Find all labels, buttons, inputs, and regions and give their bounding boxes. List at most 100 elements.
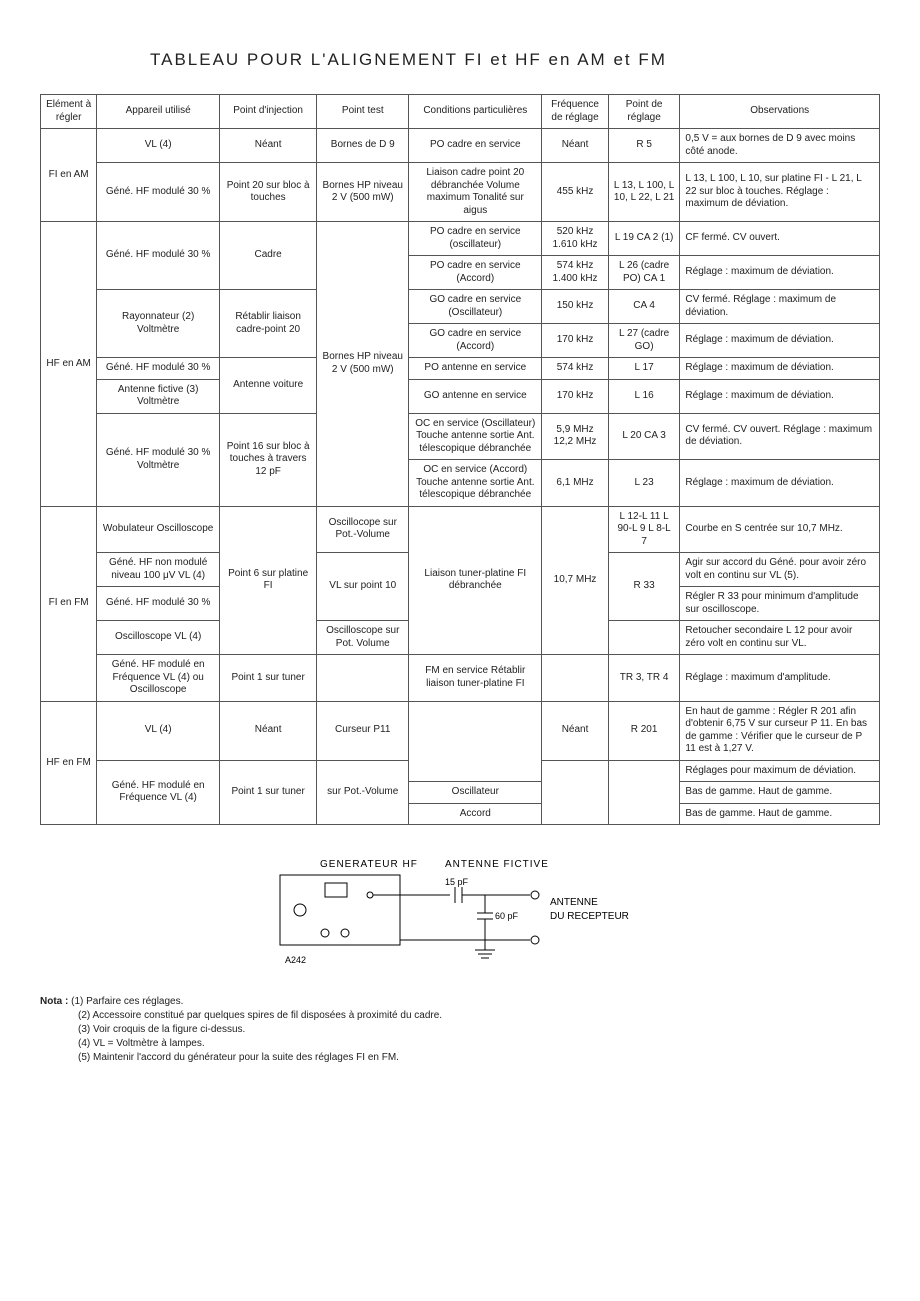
cell: Point 16 sur bloc à touches à travers 12… bbox=[220, 413, 317, 506]
cell-group: FI en FM bbox=[41, 506, 97, 701]
cell-obs: L 13, L 100, L 10, sur platine FI - L 21… bbox=[680, 163, 880, 222]
nota-label: Nota : bbox=[40, 996, 68, 1007]
nota-3: (3) Voir croquis de la figure ci-dessus. bbox=[78, 1023, 245, 1037]
cell bbox=[608, 760, 680, 825]
cell-obs: Réglage : maximum de déviation. bbox=[680, 324, 880, 358]
table-row: Géné. HF modulé 30 % Voltmètre Point 16 … bbox=[41, 413, 880, 460]
cell: L 23 bbox=[608, 460, 680, 507]
cell: Néant bbox=[542, 701, 609, 760]
cell: 170 kHz bbox=[542, 324, 609, 358]
cell: Curseur P11 bbox=[317, 701, 409, 760]
cell bbox=[542, 655, 609, 702]
table-row: Géné. HF modulé 30 % Point 20 sur bloc à… bbox=[41, 163, 880, 222]
cell: 150 kHz bbox=[542, 290, 609, 324]
table-row: Antenne fictive (3) Voltmètre GO antenne… bbox=[41, 379, 880, 413]
cell: L 26 (cadre PO) CA 1 bbox=[608, 256, 680, 290]
cell-obs: CF fermé. CV ouvert. bbox=[680, 222, 880, 256]
cell: 170 kHz bbox=[542, 379, 609, 413]
cell: Accord bbox=[409, 803, 542, 825]
cell: 5,9 MHz 12,2 MHz bbox=[542, 413, 609, 460]
cell: Point 6 sur platine FI bbox=[220, 506, 317, 655]
page: TABLEAU POUR L'ALIGNEMENT FI et HF en AM… bbox=[0, 0, 920, 1301]
label-gen: GENERATEUR HF bbox=[320, 859, 418, 870]
cell: TR 3, TR 4 bbox=[608, 655, 680, 702]
cell-obs: Bas de gamme. Haut de gamme. bbox=[680, 803, 880, 825]
cell-obs: Agir sur accord du Géné. pour avoir zéro… bbox=[680, 553, 880, 587]
cell-obs: Réglage : maximum de déviation. bbox=[680, 460, 880, 507]
cell: Oscillocope sur Pot.-Volume bbox=[317, 506, 409, 553]
cell: GO cadre en service (Oscillateur) bbox=[409, 290, 542, 324]
cell: VL (4) bbox=[97, 701, 220, 760]
col-injection: Point d'injection bbox=[220, 95, 317, 129]
cell: Géné. HF modulé 30 % bbox=[97, 358, 220, 380]
label-antfict: ANTENNE FICTIVE bbox=[445, 859, 549, 870]
cell: L 13, L 100, L 10, L 22, L 21 bbox=[608, 163, 680, 222]
nota-1: (1) Parfaire ces réglages. bbox=[71, 996, 183, 1007]
cell: R 201 bbox=[608, 701, 680, 760]
cell: 520 kHz 1.610 kHz bbox=[542, 222, 609, 256]
label-ref: A242 bbox=[285, 955, 306, 965]
table-row: HF en AM Géné. HF modulé 30 % Cadre Born… bbox=[41, 222, 880, 256]
cell bbox=[608, 621, 680, 655]
cell: Bornes HP niveau 2 V (500 mW) bbox=[317, 222, 409, 507]
cell-obs: Courbe en S centrée sur 10,7 MHz. bbox=[680, 506, 880, 553]
cell: sur Pot.-Volume bbox=[317, 760, 409, 825]
label-ant-1: ANTENNE bbox=[550, 897, 598, 908]
col-observations: Observations bbox=[680, 95, 880, 129]
cell bbox=[409, 701, 542, 782]
cell: L 19 CA 2 (1) bbox=[608, 222, 680, 256]
cell: FM en service Rétablir liaison tuner-pla… bbox=[409, 655, 542, 702]
cell: Néant bbox=[220, 129, 317, 163]
cell: Géné. HF modulé 30 % bbox=[97, 587, 220, 621]
cell: Oscilloscope VL (4) bbox=[97, 621, 220, 655]
col-conditions: Conditions particulières bbox=[409, 95, 542, 129]
cell: Géné. HF modulé 30 % Voltmètre bbox=[97, 413, 220, 506]
cell: Liaison tuner-platine FI débranchée bbox=[409, 506, 542, 655]
cell: Oscilloscope sur Pot. Volume bbox=[317, 621, 409, 655]
circuit-diagram: GENERATEUR HF ANTENNE FICTIVE A242 15 pF… bbox=[270, 855, 640, 975]
table-row: Géné. HF modulé en Fréquence VL (4) ou O… bbox=[41, 655, 880, 702]
cell: L 17 bbox=[608, 358, 680, 380]
nota-4: (4) VL = Voltmètre à lampes. bbox=[78, 1037, 205, 1051]
cell: GO cadre en service (Accord) bbox=[409, 324, 542, 358]
col-reglage: Point de réglage bbox=[608, 95, 680, 129]
cell: Oscillateur bbox=[409, 782, 542, 804]
cell: L 27 (cadre GO) bbox=[608, 324, 680, 358]
table-row: Géné. HF modulé 30 % Antenne voiture PO … bbox=[41, 358, 880, 380]
cell: PO cadre en service bbox=[409, 129, 542, 163]
cell: R 33 bbox=[608, 553, 680, 621]
label-ant-2: DU RECEPTEUR bbox=[550, 911, 629, 922]
alignment-table: Elément à régler Appareil utilisé Point … bbox=[40, 94, 880, 825]
cell-obs: Réglages pour maximum de déviation. bbox=[680, 760, 880, 782]
nota-5: (5) Maintenir l'accord du générateur pou… bbox=[78, 1051, 399, 1065]
cell: Bornes HP niveau 2 V (500 mW) bbox=[317, 163, 409, 222]
cell-obs: CV fermé. Réglage : maximum de déviation… bbox=[680, 290, 880, 324]
cell: 574 kHz 1.400 kHz bbox=[542, 256, 609, 290]
table-row: HF en FM VL (4) Néant Curseur P11 Néant … bbox=[41, 701, 880, 760]
col-frequence: Fréquence de réglage bbox=[542, 95, 609, 129]
cell: PO cadre en service (oscillateur) bbox=[409, 222, 542, 256]
table-row: FI en AM VL (4) Néant Bornes de D 9 PO c… bbox=[41, 129, 880, 163]
circuit-svg: GENERATEUR HF ANTENNE FICTIVE A242 15 pF… bbox=[270, 855, 640, 975]
cell-group: HF en FM bbox=[41, 701, 97, 825]
cell: 455 kHz bbox=[542, 163, 609, 222]
cell-obs: 0,5 V = aux bornes de D 9 avec moins côt… bbox=[680, 129, 880, 163]
cell: Géné. HF modulé en Fréquence VL (4) bbox=[97, 760, 220, 825]
cell: Point 20 sur bloc à touches bbox=[220, 163, 317, 222]
cell-obs: Bas de gamme. Haut de gamme. bbox=[680, 782, 880, 804]
cell-obs: Réglage : maximum de déviation. bbox=[680, 358, 880, 380]
cell: VL sur point 10 bbox=[317, 553, 409, 621]
cell: Rayonnateur (2) Voltmètre bbox=[97, 290, 220, 358]
cell: L 20 CA 3 bbox=[608, 413, 680, 460]
cell-obs: Régler R 33 pour minimum d'amplitude sur… bbox=[680, 587, 880, 621]
col-appareil: Appareil utilisé bbox=[97, 95, 220, 129]
cell-obs: En haut de gamme : Régler R 201 afin d'o… bbox=[680, 701, 880, 760]
table-row: Rayonnateur (2) Voltmètre Rétablir liais… bbox=[41, 290, 880, 324]
cell: L 12-L 11 L 90-L 9 L 8-L 7 bbox=[608, 506, 680, 553]
cell-obs: Réglage : maximum d'amplitude. bbox=[680, 655, 880, 702]
cell: CA 4 bbox=[608, 290, 680, 324]
cell: Point 1 sur tuner bbox=[220, 655, 317, 702]
cell: Antenne voiture bbox=[220, 358, 317, 414]
cell: OC en service (Oscillateur) Touche anten… bbox=[409, 413, 542, 460]
cell: VL (4) bbox=[97, 129, 220, 163]
